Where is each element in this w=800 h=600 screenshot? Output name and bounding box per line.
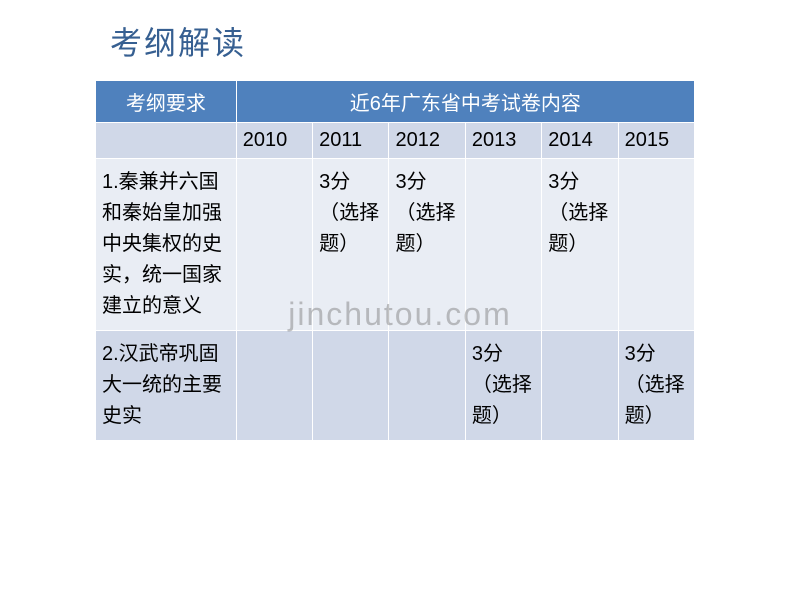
page-title: 考纲解读 bbox=[110, 18, 246, 64]
cell-1-2015 bbox=[618, 159, 694, 331]
table-row: 2.汉武帝巩固大一统的主要史实 3分（选择题） 3分（选择题） bbox=[96, 331, 695, 441]
cell-1-2011: 3分（选择题） bbox=[313, 159, 389, 331]
cell-1-2012: 3分（选择题） bbox=[389, 159, 465, 331]
req-cell-1: 1.秦兼并六国和秦始皇加强中央集权的史实，统一国家建立的意义 bbox=[96, 159, 237, 331]
year-2013: 2013 bbox=[465, 123, 541, 159]
year-2011: 2011 bbox=[313, 123, 389, 159]
year-2014: 2014 bbox=[542, 123, 618, 159]
year-2015: 2015 bbox=[618, 123, 694, 159]
syllabus-table-container: 考纲要求 近6年广东省中考试卷内容 2010 2011 2012 2013 20… bbox=[95, 80, 695, 441]
syllabus-table: 考纲要求 近6年广东省中考试卷内容 2010 2011 2012 2013 20… bbox=[95, 80, 695, 441]
req-cell-2: 2.汉武帝巩固大一统的主要史实 bbox=[96, 331, 237, 441]
cell-1-2010 bbox=[236, 159, 312, 331]
year-2010: 2010 bbox=[236, 123, 312, 159]
header-requirement: 考纲要求 bbox=[96, 81, 237, 123]
cell-2-2011 bbox=[313, 331, 389, 441]
year-row-blank bbox=[96, 123, 237, 159]
table-row: 1.秦兼并六国和秦始皇加强中央集权的史实，统一国家建立的意义 3分（选择题） 3… bbox=[96, 159, 695, 331]
cell-2-2013: 3分（选择题） bbox=[465, 331, 541, 441]
cell-2-2012 bbox=[389, 331, 465, 441]
header-row: 考纲要求 近6年广东省中考试卷内容 bbox=[96, 81, 695, 123]
cell-1-2013 bbox=[465, 159, 541, 331]
cell-1-2014: 3分（选择题） bbox=[542, 159, 618, 331]
cell-2-2010 bbox=[236, 331, 312, 441]
header-content: 近6年广东省中考试卷内容 bbox=[236, 81, 694, 123]
year-2012: 2012 bbox=[389, 123, 465, 159]
year-row: 2010 2011 2012 2013 2014 2015 bbox=[96, 123, 695, 159]
cell-2-2014 bbox=[542, 331, 618, 441]
cell-2-2015: 3分（选择题） bbox=[618, 331, 694, 441]
